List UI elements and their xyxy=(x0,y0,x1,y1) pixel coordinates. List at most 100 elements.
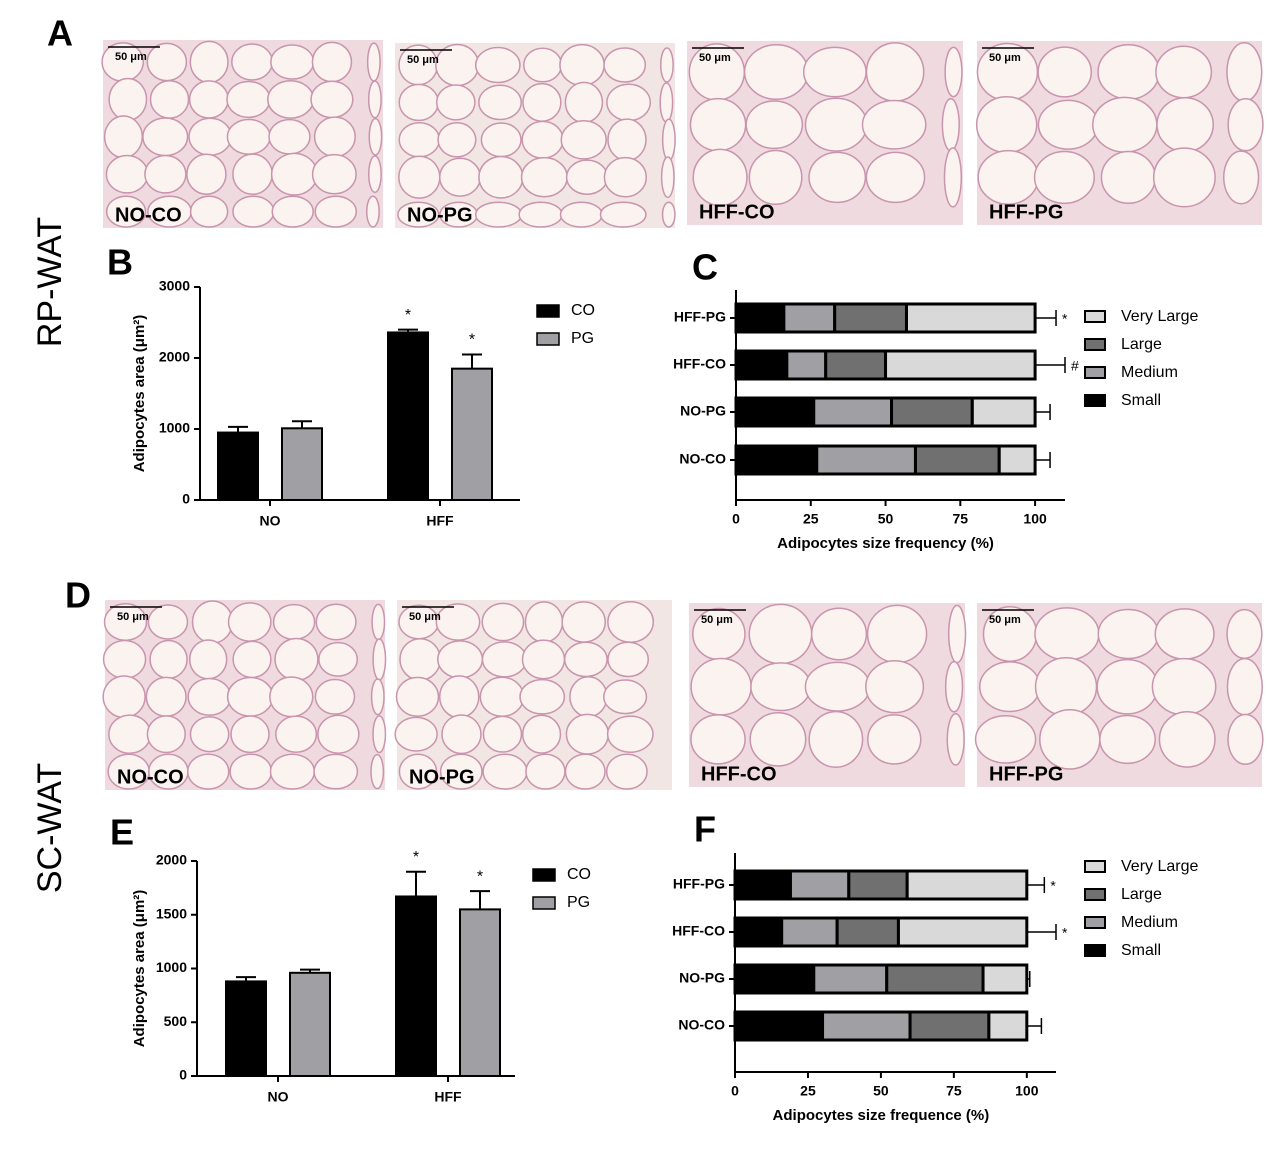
cell xyxy=(146,715,186,754)
cell xyxy=(748,603,813,665)
legend-swatch xyxy=(532,896,556,910)
cell xyxy=(1226,41,1263,103)
cell xyxy=(865,660,925,714)
cell xyxy=(272,603,316,641)
y-tick-label: HFF-CO xyxy=(673,356,726,372)
cell xyxy=(518,201,563,228)
bar-segment xyxy=(734,444,819,476)
cell xyxy=(521,714,562,754)
cell xyxy=(1158,710,1216,768)
cell xyxy=(102,639,147,680)
cell xyxy=(439,753,483,790)
panel-letter: F xyxy=(694,809,716,850)
cell xyxy=(147,604,189,640)
cell xyxy=(366,42,381,82)
cell xyxy=(397,201,440,228)
cell xyxy=(370,753,385,790)
bar-segment xyxy=(815,444,917,476)
cell xyxy=(603,156,648,198)
y-tick-label: NO-CO xyxy=(678,1017,725,1033)
cell xyxy=(226,80,271,119)
cell xyxy=(522,82,562,122)
cell xyxy=(1151,657,1217,716)
legend-label: Very Large xyxy=(1121,858,1198,875)
cell xyxy=(605,753,648,790)
bar xyxy=(459,908,501,1077)
cell xyxy=(1097,608,1159,660)
cell xyxy=(569,676,608,718)
cell xyxy=(314,678,356,715)
x-tick-label: 25 xyxy=(803,511,819,527)
cell xyxy=(866,604,928,664)
scale-label: 50 μm xyxy=(699,52,731,64)
legend-swatch xyxy=(1084,338,1106,351)
y-tick-label: 1000 xyxy=(159,420,190,436)
cell xyxy=(270,152,318,196)
cell xyxy=(149,639,188,680)
cell xyxy=(310,80,354,119)
x-tick-label: NO xyxy=(260,513,281,529)
cell xyxy=(1034,607,1100,661)
y-tick-label: HFF-PG xyxy=(673,876,725,892)
cell xyxy=(602,679,648,715)
cell xyxy=(188,639,228,680)
x-tick-label: 50 xyxy=(873,1083,889,1099)
cell xyxy=(108,714,152,754)
legend-label: Very Large xyxy=(1121,308,1198,325)
bar-segment xyxy=(885,963,985,995)
bar-segment xyxy=(733,963,816,995)
cell xyxy=(270,44,315,80)
cell xyxy=(105,195,147,228)
cell xyxy=(1155,45,1213,99)
bar xyxy=(395,895,437,1077)
side-label: RP-WAT xyxy=(31,217,69,347)
cell xyxy=(482,753,528,790)
cell xyxy=(146,42,188,82)
micrograph-label: HFF-PG xyxy=(989,763,1063,785)
cell xyxy=(227,602,272,642)
y-tick-label: 2000 xyxy=(156,852,187,868)
y-tick-label: NO-PG xyxy=(680,403,726,419)
bar-segment xyxy=(812,963,889,995)
bar-segment xyxy=(812,396,894,428)
cell xyxy=(565,713,610,755)
x-tick-label: 50 xyxy=(878,511,894,527)
cell xyxy=(944,46,963,98)
cell xyxy=(398,155,441,199)
bar-segment xyxy=(890,396,974,428)
cell xyxy=(659,82,674,123)
cell xyxy=(438,157,482,197)
bar-segment xyxy=(847,869,909,901)
cell xyxy=(481,602,525,642)
cell xyxy=(269,753,316,790)
bar xyxy=(225,980,267,1078)
cell xyxy=(398,83,439,122)
cell xyxy=(481,641,528,678)
cell xyxy=(1037,46,1093,98)
legend-label: CO xyxy=(567,866,591,883)
cell xyxy=(318,641,359,677)
cell xyxy=(232,640,272,679)
bar-segment xyxy=(835,916,900,948)
cell xyxy=(802,46,867,98)
bar xyxy=(289,971,331,1077)
cell xyxy=(804,661,871,712)
bar-segment xyxy=(833,302,908,334)
scale-label: 50 μm xyxy=(409,611,441,623)
cell xyxy=(482,715,523,753)
cell xyxy=(474,46,521,84)
cell xyxy=(275,715,318,754)
scale-label: 50 μm xyxy=(701,614,733,626)
bar-segment xyxy=(904,302,1037,334)
bar-segment xyxy=(734,349,789,381)
cell xyxy=(523,47,563,83)
y-tick-label: HFF-PG xyxy=(674,309,726,325)
significance-marker: * xyxy=(1062,311,1068,327)
cell xyxy=(661,201,676,228)
cell xyxy=(607,641,650,678)
cell xyxy=(102,675,146,719)
legend-swatch xyxy=(1084,366,1106,379)
bar-segment xyxy=(896,916,1029,948)
cell xyxy=(274,637,319,682)
